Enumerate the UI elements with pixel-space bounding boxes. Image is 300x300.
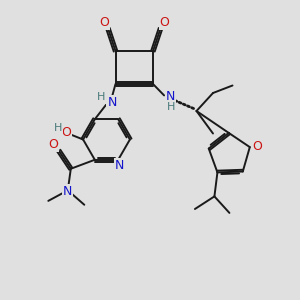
Text: O: O [160, 16, 169, 30]
Text: H: H [54, 123, 62, 133]
Text: N: N [107, 96, 117, 109]
Text: O: O [252, 141, 261, 154]
Text: N: N [115, 159, 124, 172]
Text: N: N [62, 185, 72, 198]
Text: O: O [100, 16, 109, 29]
Text: H: H [167, 102, 175, 112]
Text: N: N [166, 89, 175, 103]
Text: H: H [98, 93, 105, 103]
Text: O: O [48, 138, 58, 151]
Text: O: O [49, 138, 58, 151]
Text: O: O [61, 126, 71, 139]
Text: O: O [159, 16, 169, 29]
Text: O: O [252, 140, 262, 153]
Text: N: N [62, 185, 72, 198]
Text: N: N [165, 90, 175, 103]
Text: H: H [97, 92, 106, 103]
Text: O: O [100, 16, 109, 30]
Text: H: H [166, 102, 174, 112]
Text: N: N [115, 159, 124, 172]
Text: H: H [54, 123, 63, 133]
Text: O: O [61, 126, 71, 140]
Text: N: N [107, 96, 116, 110]
